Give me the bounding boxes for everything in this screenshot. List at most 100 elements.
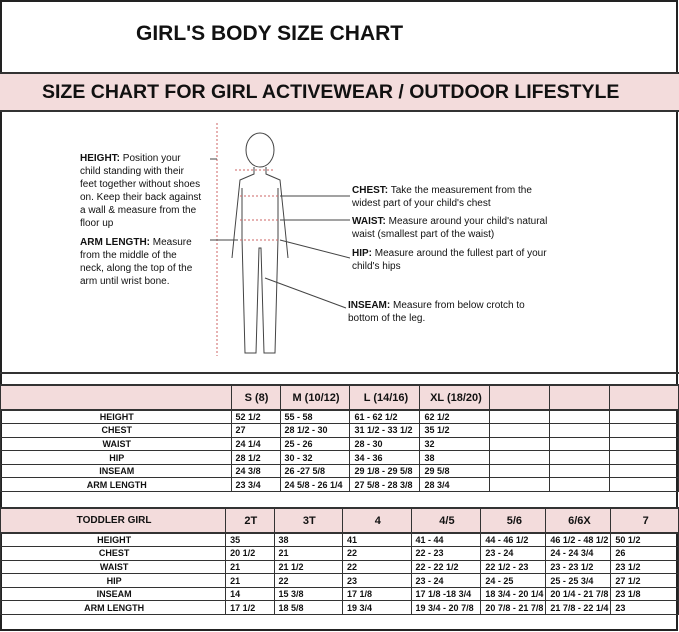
row-label: ARM LENGTH	[0, 477, 232, 493]
header-cell: 5/6	[480, 507, 547, 534]
table-row: INSEAM 24 3/8 26 -27 5/8 29 1/8 - 29 5/8 29 …	[0, 463, 679, 479]
cell: 52 1/2	[230, 409, 281, 425]
cell: 41	[342, 532, 412, 548]
cell: 17 1/8	[342, 586, 412, 602]
row-label: ARM LENGTH	[0, 600, 227, 616]
header-cell: 7	[610, 507, 679, 534]
table-row: HIP 21 22 23 23 - 24 24 - 25 25 - 25 3/4 27 1/2	[0, 573, 679, 588]
row-label: HIP	[0, 573, 227, 588]
cell: 26 -27 5/8	[279, 463, 351, 479]
cell: 23 1/2	[610, 559, 679, 575]
cell	[549, 436, 611, 452]
cell: 19 3/4 - 20 7/8	[410, 600, 482, 616]
cell	[489, 450, 551, 465]
cell: 22	[342, 546, 412, 561]
table-header: TODDLER GIRL 2T 3T 4 4/5 5/6 6/6X 7	[0, 507, 679, 534]
cell: 27	[230, 423, 281, 438]
cell: 19 3/4	[342, 600, 412, 616]
divider	[0, 372, 679, 374]
cell: 24 1/4	[230, 436, 281, 452]
cell: 17 1/2	[225, 600, 275, 616]
cell: 23 - 24	[410, 573, 482, 588]
cell: 28 3/4	[419, 477, 491, 493]
cell: 20 7/8 - 21 7/8	[480, 600, 547, 616]
cell	[609, 436, 679, 452]
cell: 18 5/8	[273, 600, 344, 616]
cell: 22 - 23	[410, 546, 482, 561]
cell: 38	[419, 450, 491, 465]
cell: 28 - 30	[349, 436, 421, 452]
header-cell: XL (18/20)	[419, 384, 491, 411]
table-header: S (8) M (10/12) L (14/16) XL (18/20)	[0, 384, 679, 411]
cell: 35 1/2	[419, 423, 491, 438]
row-label: INSEAM	[0, 586, 227, 602]
table-row: WAIST 21 21 1/2 22 22 - 22 1/2 22 1/2 - 23 23 …	[0, 559, 679, 575]
cell	[549, 409, 611, 425]
header-cell: L (14/16)	[349, 384, 421, 411]
table-row: WAIST 24 1/4 25 - 26 28 - 30 32	[0, 436, 679, 452]
row-label: WAIST	[0, 559, 227, 575]
cell: 20 1/2	[225, 546, 275, 561]
cell	[549, 463, 611, 479]
cell: 31 1/2 - 33 1/2	[349, 423, 421, 438]
cell: 24 3/8	[230, 463, 281, 479]
table-row: ARM LENGTH 17 1/2 18 5/8 19 3/4 19 3/4 - 20 …	[0, 600, 679, 616]
cell: 26	[610, 546, 679, 561]
cell	[609, 409, 679, 425]
cell	[549, 450, 611, 465]
cell: 23	[610, 600, 679, 616]
cell: 25 - 26	[279, 436, 351, 452]
note-chest: CHEST: Take the measurement from the wid…	[352, 185, 532, 209]
cell: 28 1/2	[230, 450, 281, 465]
cell: 21 7/8 - 22 1/4	[545, 600, 612, 616]
cell	[609, 477, 679, 493]
cell	[609, 463, 679, 479]
row-label: CHEST	[0, 546, 227, 561]
cell	[489, 477, 551, 493]
header-cell: S (8)	[230, 384, 281, 411]
cell: 34 - 36	[349, 450, 421, 465]
cell: 25 - 25 3/4	[545, 573, 612, 588]
table-row: ARM LENGTH 23 3/4 24 5/8 - 26 1/4 27 5/8 - …	[0, 477, 679, 493]
table-row: HIP 28 1/2 30 - 32 34 - 36 38	[0, 450, 679, 465]
cell: 29 5/8	[419, 463, 491, 479]
cell	[489, 463, 551, 479]
note-waist: WAIST: Measure around your child's natur…	[352, 216, 548, 240]
cell	[609, 450, 679, 465]
table-row: INSEAM 14 15 3/8 17 1/8 17 1/8 -18 3/4 18 3/4…	[0, 586, 679, 602]
header-cell: 2T	[225, 507, 275, 534]
cell: 15 3/8	[273, 586, 344, 602]
toddler-size-table: TODDLER GIRL 2T 3T 4 4/5 5/6 6/6X 7 HEIGHT 35 38 41…	[0, 507, 679, 616]
cell	[489, 436, 551, 452]
cell: 22 - 22 1/2	[410, 559, 482, 575]
cell: 21	[225, 573, 275, 588]
cell	[609, 423, 679, 438]
cell: 24 5/8 - 26 1/4	[279, 477, 351, 493]
girl-size-table: S (8) M (10/12) L (14/16) XL (18/20) HEIGHT 5…	[0, 384, 679, 493]
cell	[549, 477, 611, 493]
row-label: HEIGHT	[0, 532, 227, 548]
cell: 17 1/8 -18 3/4	[410, 586, 482, 602]
cell: 41 - 44	[410, 532, 482, 548]
girl-body-figure	[210, 123, 350, 356]
cell: 55 - 58	[279, 409, 351, 425]
cell: 23 - 24	[480, 546, 547, 561]
cell: 21	[273, 546, 344, 561]
cell: 32	[419, 436, 491, 452]
header-cell: 4	[342, 507, 412, 534]
cell: 46 1/2 - 48 1/2	[545, 532, 612, 548]
table-row: HEIGHT 35 38 41 41 - 44 44 - 46 1/2 46 1/2 - 4…	[0, 532, 679, 548]
cell: 20 1/4 - 21 7/8	[545, 586, 612, 602]
cell: 44 - 46 1/2	[480, 532, 547, 548]
note-height: HEIGHT: Position your child standing wit…	[80, 153, 202, 229]
cell: 22	[342, 559, 412, 575]
table-row: CHEST 27 28 1/2 - 30 31 1/2 - 33 1/2 35 1/2	[0, 423, 679, 438]
row-label: HEIGHT	[0, 409, 232, 425]
cell: 29 1/8 - 29 5/8	[349, 463, 421, 479]
cell: 22	[273, 573, 344, 588]
cell: 24 - 24 3/4	[545, 546, 612, 561]
page-title: GIRL'S BODY SIZE CHART	[136, 22, 404, 45]
row-label: HIP	[0, 450, 232, 465]
cell: 23 - 23 1/2	[545, 559, 612, 575]
